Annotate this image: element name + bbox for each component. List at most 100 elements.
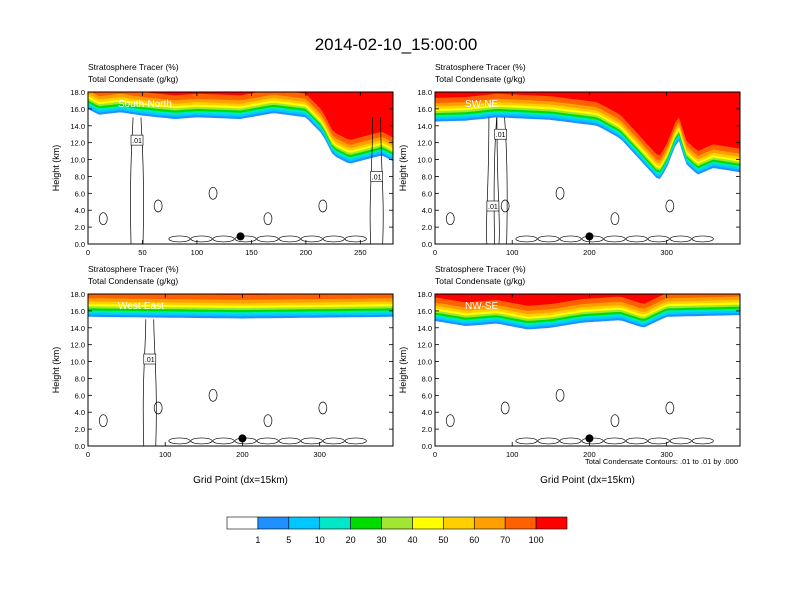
y-tick-label: 14.0 <box>70 122 85 131</box>
panels: .01 .01 South-North Stratosphere Tracer (%)… <box>51 62 741 486</box>
cloud-contour <box>318 401 328 415</box>
y-tick-label: 0.0 <box>75 240 85 249</box>
low-cloud-contour <box>559 235 582 243</box>
tracer-band-9 <box>88 294 393 300</box>
cloud-contour <box>153 401 163 415</box>
contour-label: .01 <box>145 357 155 364</box>
cloud-contour <box>153 319 157 446</box>
contour-label: .01 <box>488 204 498 211</box>
x-tick-label: 0 <box>86 450 90 459</box>
x-tick-label: 300 <box>660 450 673 459</box>
y-tick-label: 2.0 <box>75 425 85 434</box>
colorbar-swatch <box>257 516 290 530</box>
cloud-contour <box>263 414 273 428</box>
colorbar-swatch <box>412 516 444 530</box>
low-cloud-contour <box>669 437 692 445</box>
x-tick-label: 100 <box>506 248 519 257</box>
low-cloud-contour <box>603 235 626 243</box>
colorbar-swatch <box>381 516 413 530</box>
panel-title-line1: Stratosphere Tracer (%) <box>88 62 179 72</box>
y-tick-label: 18.0 <box>417 290 432 299</box>
panel-label: SW-NE <box>465 99 498 110</box>
condensate-contours <box>98 319 367 446</box>
tracer-field <box>435 92 740 244</box>
colorbar-swatch <box>319 516 351 530</box>
y-tick-label: 14.0 <box>70 324 85 333</box>
y-tick-label: 16.0 <box>70 307 85 316</box>
low-cloud-contour <box>537 235 560 243</box>
colorbar-label: 1 <box>255 535 260 545</box>
panel-1: .01 .01 South-North Stratosphere Tracer (%)… <box>51 62 394 257</box>
y-tick-label: 8.0 <box>75 172 85 181</box>
low-cloud-contour <box>278 235 301 243</box>
colorbar-label: 70 <box>500 535 510 545</box>
tracer-band-10 <box>435 92 740 156</box>
x-tick-label: 200 <box>583 450 596 459</box>
low-cloud-contour <box>669 235 692 243</box>
colorbar-swatch <box>288 516 321 530</box>
colorbar-label: 20 <box>346 535 356 545</box>
y-tick-label: 6.0 <box>422 189 432 198</box>
y-tick-label: 2.0 <box>422 223 432 232</box>
contour-label: .01 <box>132 138 142 145</box>
location-marker <box>585 434 594 443</box>
low-cloud-contour <box>691 437 714 445</box>
low-cloud-contour <box>256 437 279 445</box>
y-tick-label: 16.0 <box>417 105 432 114</box>
y-tick-label: 4.0 <box>422 206 432 215</box>
low-cloud-contour <box>322 437 345 445</box>
low-cloud-contour <box>300 437 323 445</box>
low-cloud-contour <box>537 437 560 445</box>
cloud-contour <box>98 212 108 226</box>
y-tick-label: 14.0 <box>417 122 432 131</box>
x-axis-label: Grid Point (dx=15km) <box>193 475 288 486</box>
y-tick-label: 10.0 <box>70 358 85 367</box>
cloud-contour <box>318 199 328 213</box>
y-tick-label: 4.0 <box>75 206 85 215</box>
y-tick-label: 18.0 <box>70 88 85 97</box>
low-cloud-contour <box>190 235 213 243</box>
x-tick-label: 100 <box>191 248 204 257</box>
y-tick-label: 12.0 <box>417 139 432 148</box>
cloud-contour <box>98 414 108 428</box>
panel-label: NW-SE <box>465 301 498 312</box>
tracer-field <box>88 92 393 244</box>
x-tick-label: 0 <box>433 450 437 459</box>
location-marker <box>238 434 247 443</box>
low-cloud-contour <box>322 235 345 243</box>
y-tick-label: 2.0 <box>422 425 432 434</box>
contour-label: .01 <box>496 132 506 139</box>
y-tick-label: 10.0 <box>70 156 85 165</box>
panel-label: West-East <box>118 301 164 312</box>
colorbar-label: 10 <box>315 535 325 545</box>
contour-footnote: Total Condensate Contours: .01 to .01 by… <box>585 457 738 466</box>
y-axis-label: Height (km) <box>51 145 61 192</box>
x-tick-label: 200 <box>236 450 249 459</box>
panel-label: South-North <box>118 99 172 110</box>
low-cloud-contour <box>691 235 714 243</box>
plot-frame <box>434 91 741 245</box>
low-cloud-contour <box>168 235 191 243</box>
tracer-field <box>435 294 740 446</box>
low-cloud-contour <box>256 235 279 243</box>
location-marker <box>585 232 594 241</box>
tracer-band-9 <box>88 92 393 145</box>
contour-label: .01 <box>372 174 382 181</box>
y-tick-label: 0.0 <box>422 240 432 249</box>
y-tick-label: 0.0 <box>422 442 432 451</box>
x-tick-label: 250 <box>354 248 367 257</box>
cloud-contour <box>153 199 163 213</box>
panel-4: NW-SE Stratosphere Tracer (%) Total Conden… <box>398 264 741 486</box>
y-tick-label: 2.0 <box>75 223 85 232</box>
y-tick-label: 6.0 <box>75 391 85 400</box>
cloud-contour <box>665 199 675 213</box>
low-cloud-contour <box>212 235 235 243</box>
condensate-contours <box>445 388 714 445</box>
colorbar-label: 30 <box>377 535 387 545</box>
tracer-band-10 <box>435 294 740 306</box>
low-cloud-contour <box>625 437 648 445</box>
low-cloud-contour <box>168 437 191 445</box>
y-tick-label: 12.0 <box>417 341 432 350</box>
cloud-contour <box>555 186 565 200</box>
panel-title-line2: Total Condensate (g/kg) <box>435 74 525 84</box>
